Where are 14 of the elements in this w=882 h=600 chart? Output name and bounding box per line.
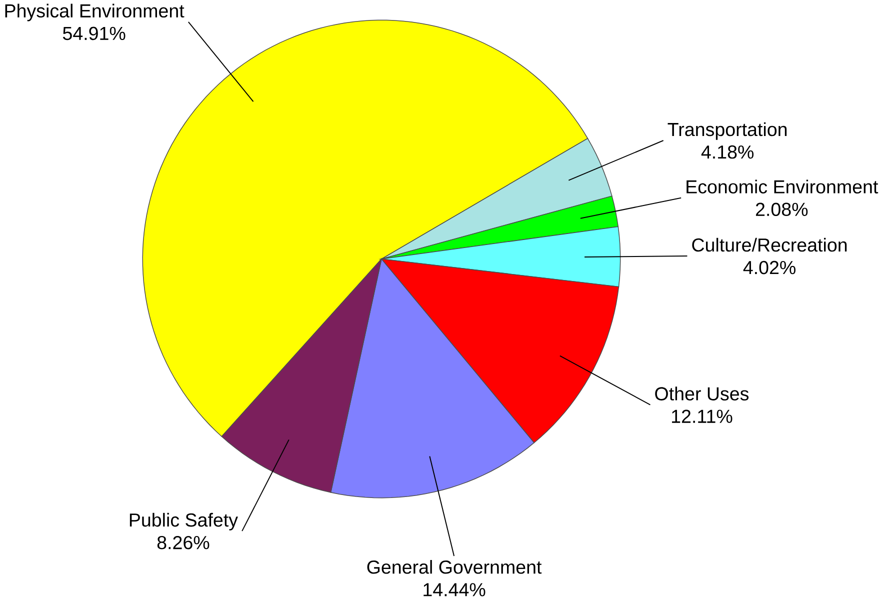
slice-label: General Government xyxy=(367,560,542,574)
slice-label: Economic Environment xyxy=(686,180,878,194)
slice-label: Public Safety xyxy=(130,512,238,530)
data-label: 14.44% xyxy=(424,583,486,596)
data-label: 4.18% xyxy=(701,145,754,159)
data-label: 4.02% xyxy=(743,260,796,274)
slice-label: Transportation xyxy=(668,122,787,140)
data-label: 12.11% xyxy=(672,410,732,423)
data-label: 8.26% xyxy=(157,536,210,550)
slice-label: Physical Environment xyxy=(5,4,184,22)
data-label: 54.91% xyxy=(62,26,126,40)
slice-label: Culture/Recreation xyxy=(692,238,847,252)
slice-label: Other Uses xyxy=(655,386,749,400)
data-label: 2.08% xyxy=(756,202,808,216)
